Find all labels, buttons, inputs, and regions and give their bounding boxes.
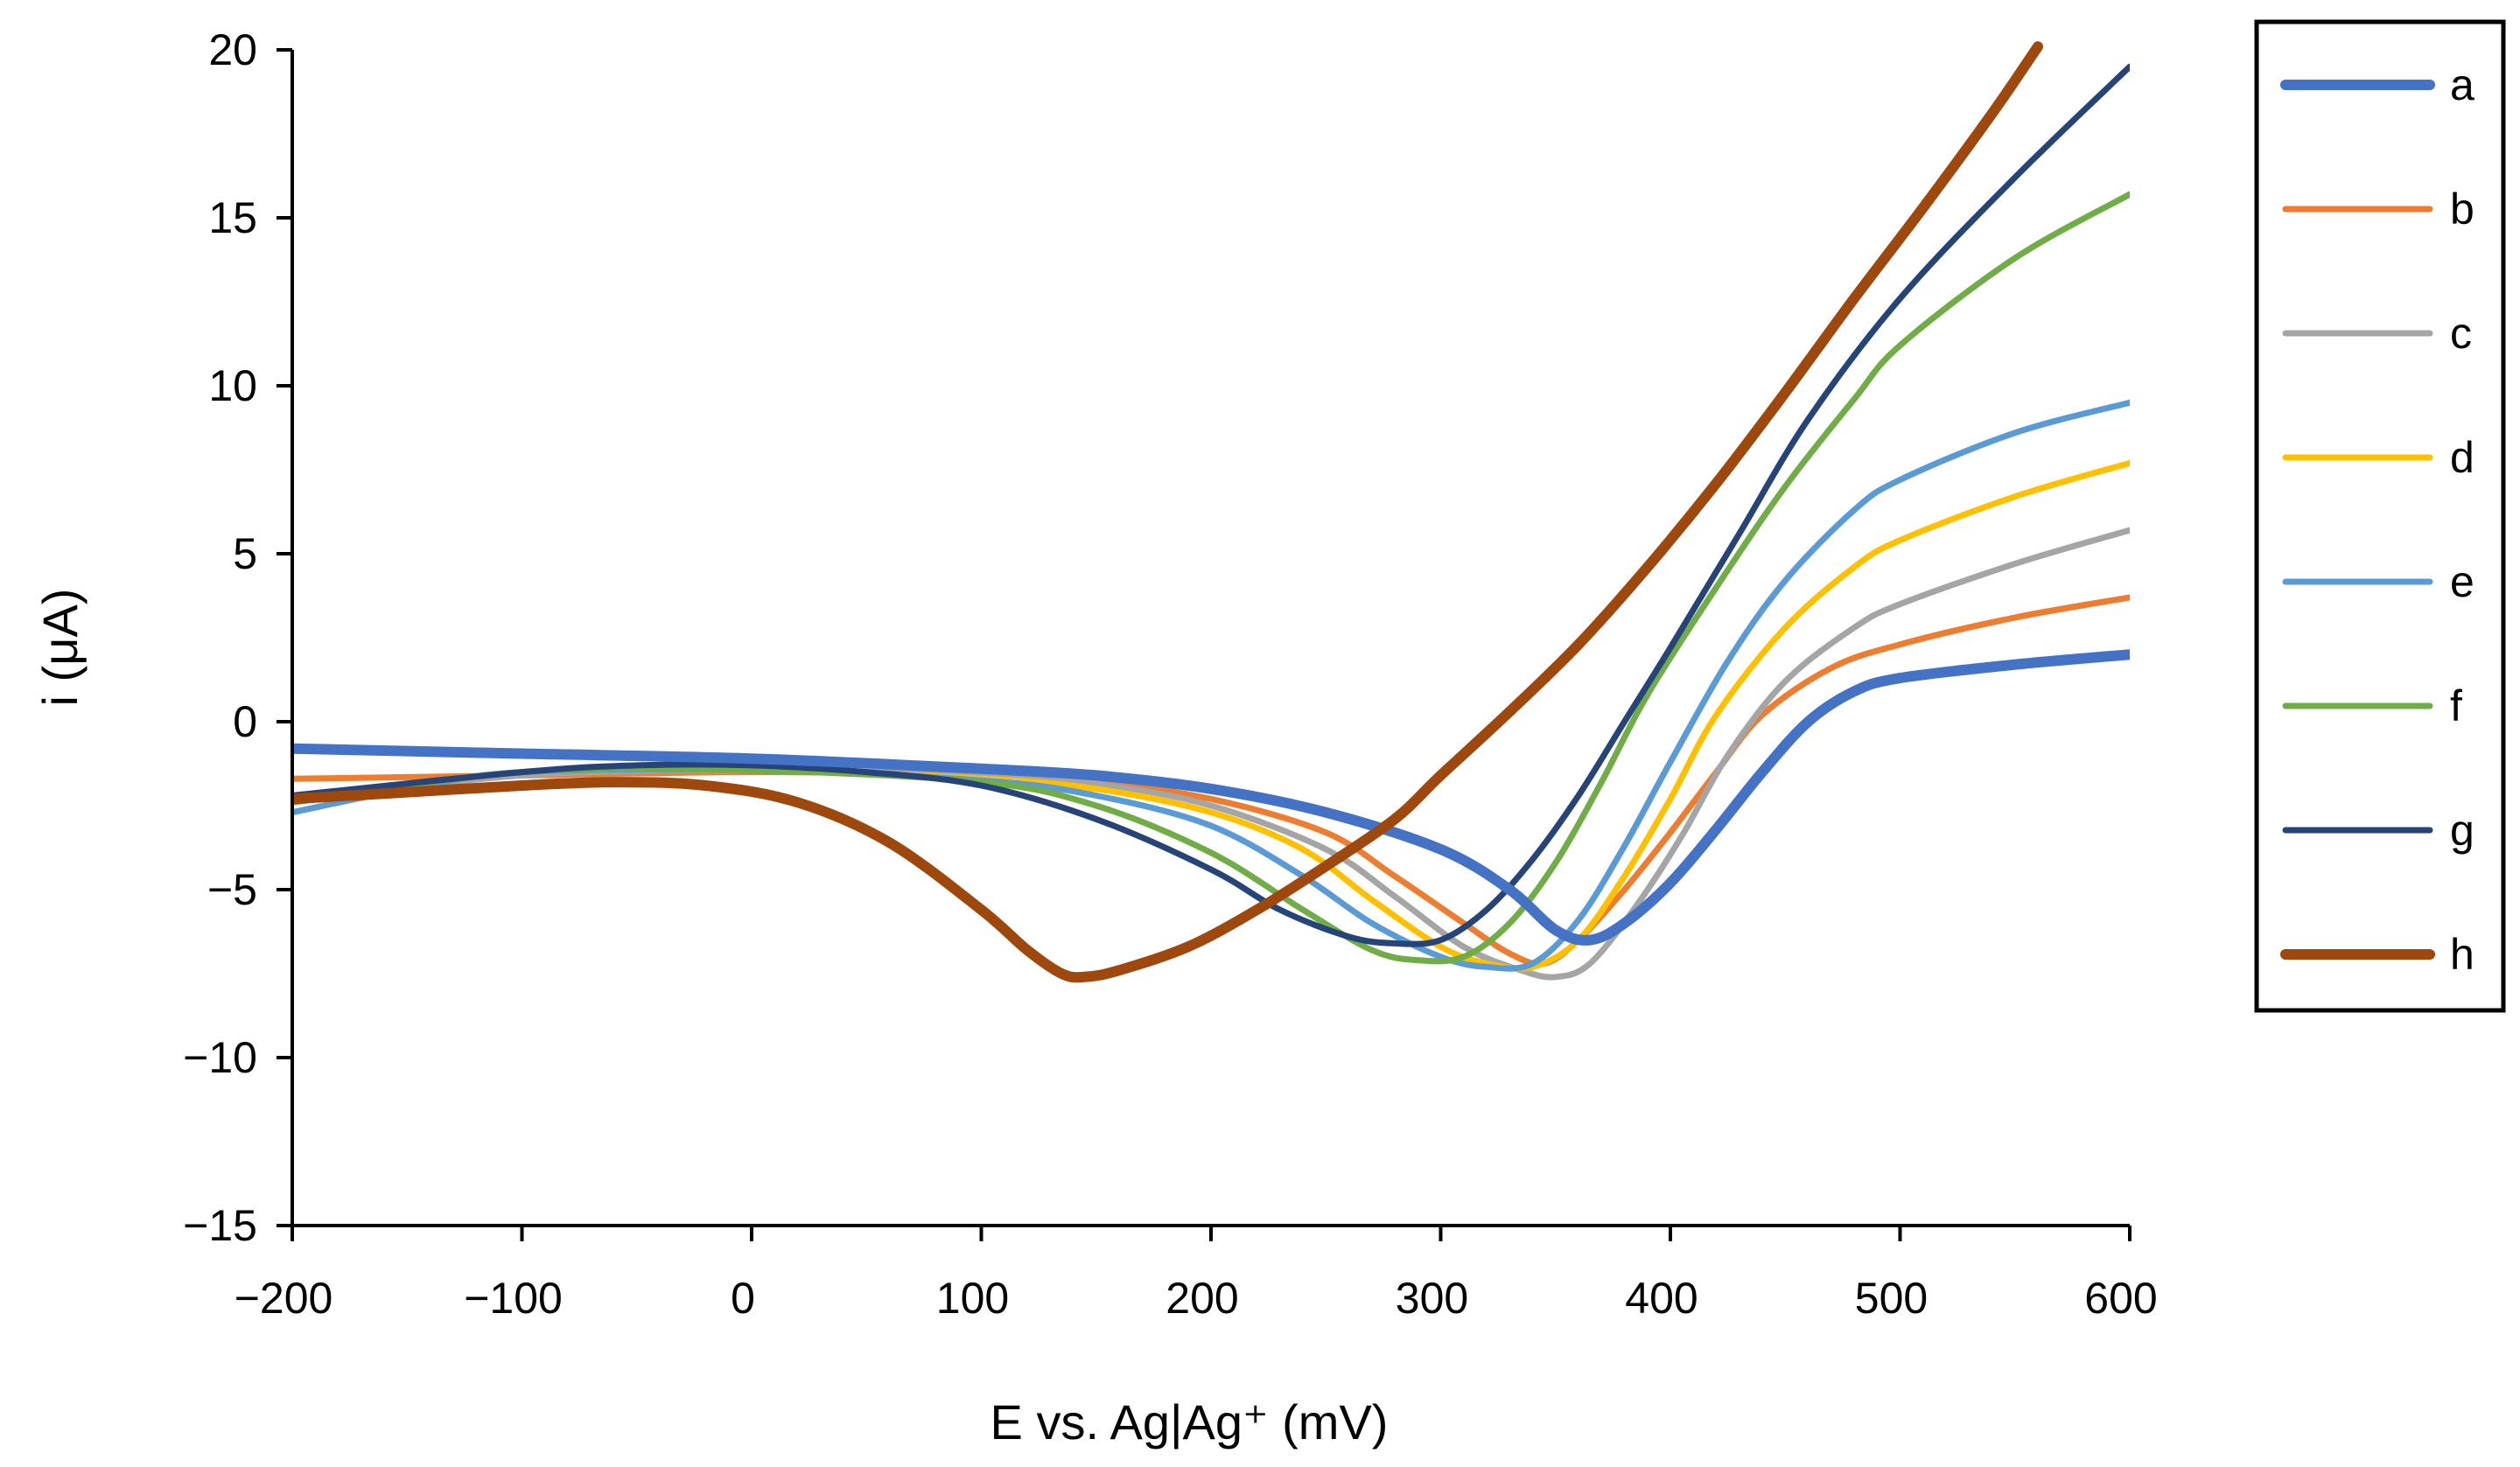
x-tick-label: 300 — [1396, 1274, 1468, 1323]
x-tick-label: 500 — [1855, 1274, 1928, 1323]
x-tick-label: 200 — [1166, 1274, 1238, 1323]
y-tick-label: 15 — [208, 193, 257, 242]
legend-label-c: c — [2450, 309, 2472, 358]
series-line-h — [292, 41, 2043, 983]
series-line-d — [292, 459, 2130, 972]
legend-label-b: b — [2450, 185, 2474, 234]
legend-label-f: f — [2450, 681, 2462, 730]
y-tick-label: −10 — [183, 1033, 257, 1082]
x-tick-label: −100 — [464, 1274, 563, 1323]
y-tick-label: −15 — [183, 1201, 257, 1250]
x-tick-label: 0 — [731, 1274, 755, 1323]
x-axis-title: E vs. Ag|Ag⁺ (mV) — [990, 1394, 1389, 1450]
x-tick-label: −200 — [234, 1274, 333, 1323]
legend-items: a b c d e f g h — [2280, 60, 2474, 979]
legend-label-h: h — [2450, 930, 2474, 979]
series-line-f — [292, 191, 2130, 965]
legend: a b c d e f g h — [2254, 19, 2506, 1013]
legend-label-e: e — [2450, 557, 2474, 606]
legend-label-a: a — [2450, 60, 2474, 109]
x-tick-label: 100 — [936, 1274, 1009, 1323]
series-layer — [292, 41, 2130, 983]
y-tick-label: −5 — [207, 865, 257, 914]
legend-label-d: d — [2450, 433, 2474, 482]
ticks: −15 −10 −5 0 5 10 15 20 −200 −100 0 100 200 300 400 500… — [183, 25, 2158, 1323]
y-axis-title: i (μA) — [32, 589, 88, 707]
y-tick-label: 5 — [233, 529, 257, 578]
y-tick-label: 0 — [233, 697, 257, 746]
x-tick-label: 600 — [2084, 1274, 2157, 1323]
y-tick-label: 10 — [208, 361, 257, 410]
y-tick-label: 20 — [208, 25, 257, 74]
axes — [290, 50, 2130, 1227]
series-line-a — [292, 649, 2130, 946]
legend-label-g: g — [2450, 806, 2474, 855]
series-line-e — [292, 399, 2130, 972]
series-line-g — [292, 63, 2130, 947]
x-tick-label: 400 — [1625, 1274, 1698, 1323]
legend-box — [2254, 19, 2506, 1013]
